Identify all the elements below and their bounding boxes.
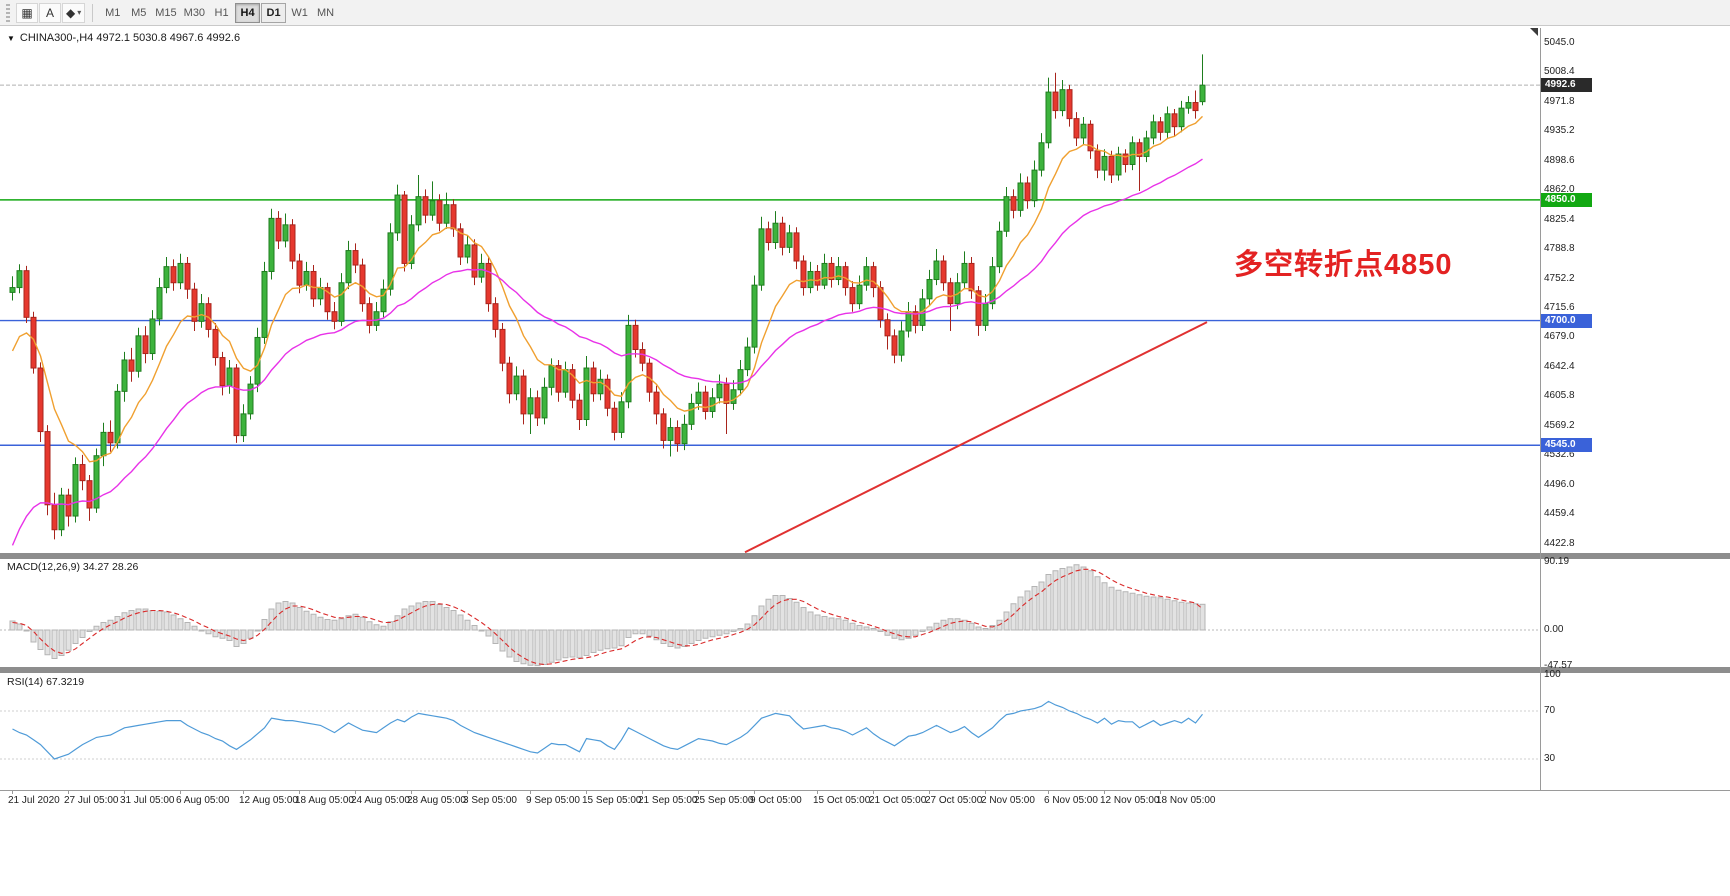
trendline[interactable] — [744, 321, 1208, 554]
toolbar-drag-handle[interactable] — [6, 3, 10, 22]
pane-chrome — [0, 28, 1730, 791]
timeframe-button-m15[interactable]: M15 — [152, 3, 179, 23]
chevron-down-icon: ▾ — [77, 8, 82, 17]
chart-text-annotation[interactable]: 多空转折点4850 — [1234, 249, 1453, 281]
ma-slow-line — [11, 158, 1203, 546]
chart-window-icon: ▦ — [21, 5, 33, 20]
timeframe-button-mn[interactable]: MN — [313, 3, 338, 23]
symbol-ohlc-label: ▼ CHINA300-,H4 4972.1 5030.8 4967.6 4992… — [7, 32, 240, 44]
macd-pane — [0, 564, 1540, 667]
rsi-indicator-label: RSI(14) 67.3219 — [7, 676, 85, 688]
timeframe-button-m30[interactable]: M30 — [181, 3, 208, 23]
main-toolbar: ▦ A ◆ ▾ M1 M5 M15 M30 H1 H4 D1 W1 MN — [0, 0, 1730, 26]
ma-fast-line — [11, 115, 1203, 463]
timeframe-button-h4[interactable]: H4 — [235, 2, 261, 23]
timeframe-button-w1[interactable]: W1 — [287, 3, 312, 23]
symbol-ohlc-text: CHINA300-,H4 4972.1 5030.8 4967.6 4992.6 — [19, 32, 241, 44]
candles-layer — [9, 54, 1206, 540]
toolbar-separator — [92, 3, 94, 22]
timeframe-button-m5[interactable]: M5 — [126, 3, 151, 23]
rsi-pane — [0, 700, 1540, 760]
symbol-dropdown-icon[interactable]: ▼ — [7, 33, 15, 43]
text-tool-button[interactable]: A — [39, 2, 61, 23]
timeframe-button-d1[interactable]: D1 — [261, 2, 287, 23]
shapes-dropdown-button[interactable]: ◆ ▾ — [62, 2, 86, 23]
timeframe-button-h1[interactable]: H1 — [209, 3, 234, 23]
time-axis-ticks — [12, 790, 1161, 794]
chart-shift-marker[interactable] — [1530, 28, 1538, 36]
macd-indicator-label: MACD(12,26,9) 34.27 28.26 — [7, 561, 139, 573]
timeframe-button-m1[interactable]: M1 — [100, 3, 125, 23]
chart-window-button[interactable]: ▦ — [16, 2, 38, 23]
shapes-icon: ◆ — [66, 5, 76, 20]
text-tool-icon: A — [45, 5, 54, 20]
